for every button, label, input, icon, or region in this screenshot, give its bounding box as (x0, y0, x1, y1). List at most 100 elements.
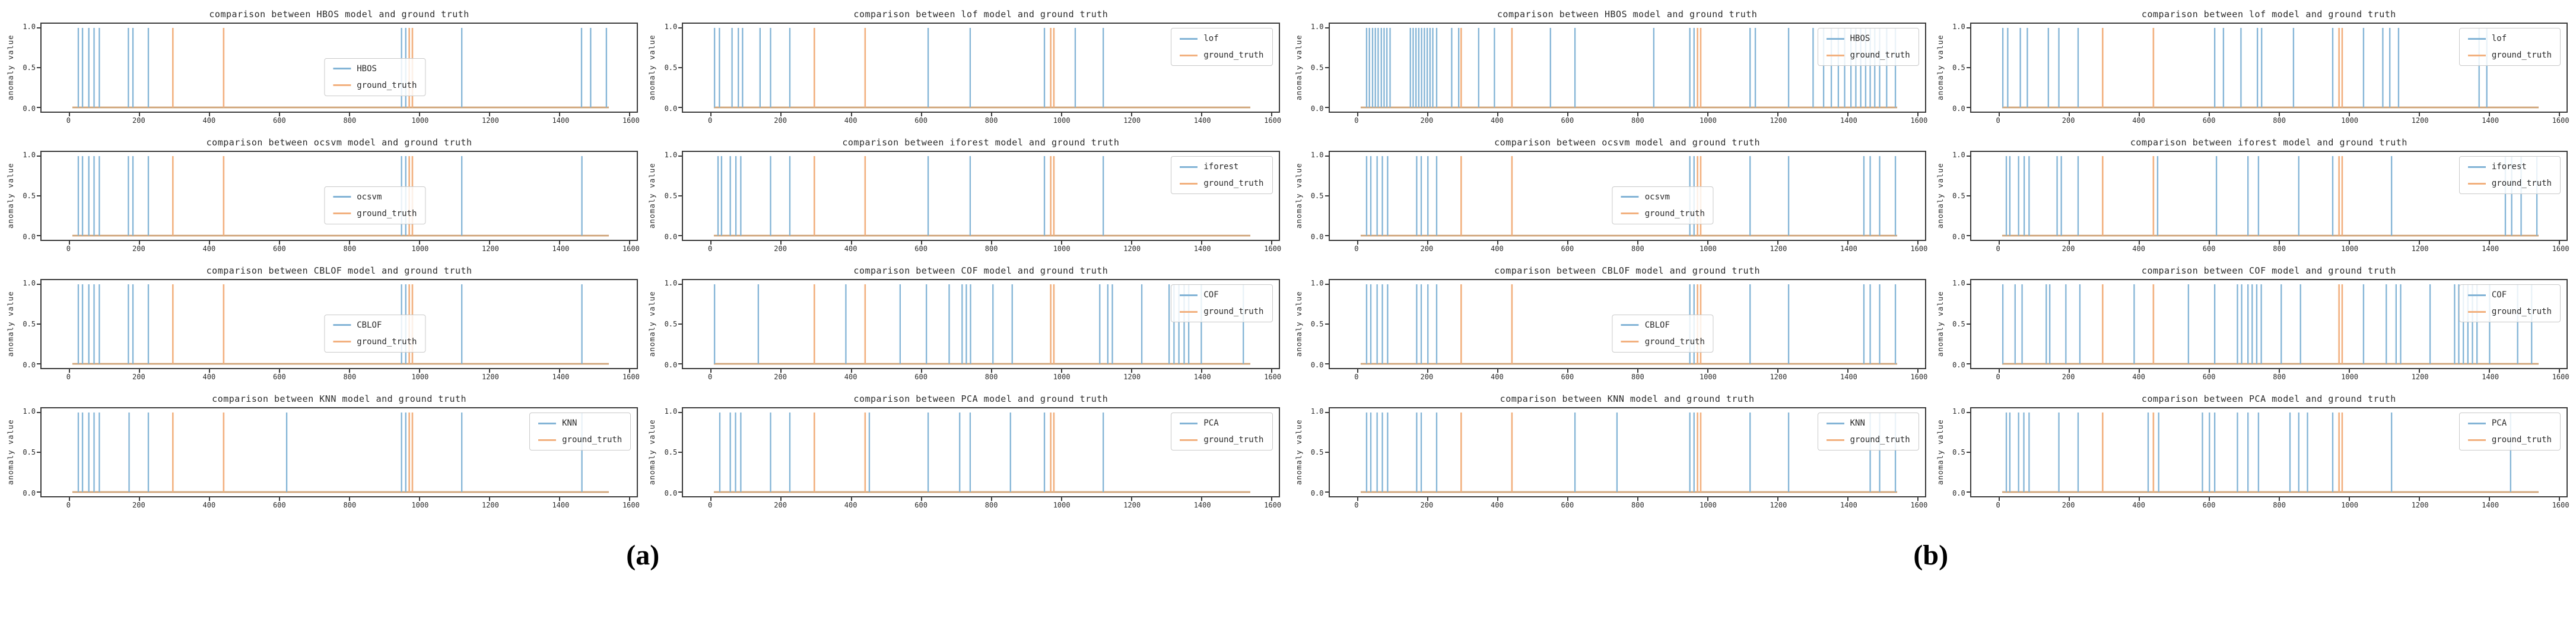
spike-canvas (714, 284, 1251, 365)
x-tick-label: 1400 (1840, 373, 1857, 381)
x-tick-mark (2279, 369, 2280, 373)
x-tick-label: 800 (343, 501, 357, 509)
x-tick-mark (1847, 241, 1848, 245)
x-tick-mark (1847, 113, 1848, 116)
subplot-title: comparison between CBLOF model and groun… (1494, 265, 1761, 276)
legend-swatch-model (1180, 166, 1198, 168)
y-tick-label: 0.5 (1952, 192, 1965, 200)
x-tick-label: 1400 (1193, 116, 1211, 125)
legend-item: ground_truth (1621, 337, 1705, 347)
legend-item: ground_truth (333, 337, 417, 347)
x-tick-mark (2349, 497, 2351, 501)
y-tick-mark (37, 234, 40, 236)
x-tick-label: 200 (2062, 373, 2075, 381)
y-tick-mark (1966, 27, 1970, 29)
x-tick-mark (2419, 241, 2421, 245)
legend-swatch-model (1826, 37, 1844, 40)
x-tick-mark (1707, 241, 1708, 245)
y-tick-mark (37, 195, 40, 196)
y-tick-label: 0.5 (1310, 448, 1324, 456)
x-tick-mark (1270, 241, 1272, 245)
x-tick-labels: 0 200 400 600 800 1000 1200 1400 1600 (1329, 369, 1927, 383)
y-tick-mark (1324, 106, 1329, 108)
y-tick-mark (678, 106, 682, 108)
x-tick-label: 0 (66, 501, 71, 509)
x-tick-label: 1400 (1193, 245, 1211, 253)
legend-label-model: CBLOF (357, 320, 382, 330)
legend-item: ocsvm (1621, 192, 1705, 202)
y-tick-labels: 1.0 0.5 0.0 (18, 151, 40, 241)
x-tick-label: 400 (2132, 373, 2145, 381)
x-tick-label: 800 (2273, 501, 2286, 509)
subplot-a-lof: comparison between lof model and ground … (647, 7, 1281, 127)
legend-item: PCA (2467, 418, 2552, 428)
legend-swatch-ground-truth (333, 84, 351, 87)
x-tick-mark (1427, 241, 1428, 245)
subplot-a-iforest: comparison between iforest model and gro… (647, 135, 1281, 255)
x-tick-mark (69, 369, 71, 373)
legend: CBLOF ground_truth (324, 314, 426, 353)
x-tick-mark (1270, 369, 1272, 373)
x-tick-label: 1000 (2341, 116, 2359, 125)
legend-label-model: PCA (2491, 418, 2507, 428)
x-tick-label: 1600 (1264, 373, 1282, 381)
x-tick-mark (2489, 497, 2491, 501)
x-tick-label: 200 (774, 116, 787, 125)
x-tick-label: 600 (1561, 245, 1574, 253)
y-tick-mark (37, 323, 40, 325)
y-tick-mark (1966, 234, 1970, 236)
legend-item: ground_truth (2467, 435, 2552, 445)
y-tick-label: 0.5 (23, 448, 36, 456)
x-tick-mark (1060, 369, 1062, 373)
y-tick-label: 0.5 (23, 64, 36, 72)
x-tick-mark (2489, 369, 2491, 373)
x-tick-mark (1637, 113, 1638, 116)
x-tick-mark (710, 369, 712, 373)
x-tick-label: 600 (914, 116, 928, 125)
x-tick-label: 200 (132, 245, 145, 253)
legend-item: ocsvm (333, 192, 417, 202)
legend-swatch-model (1180, 294, 1198, 296)
x-tick-mark (629, 369, 631, 373)
y-tick-mark (1324, 323, 1329, 325)
x-tick-label: 400 (202, 116, 216, 125)
x-tick-label: 1200 (481, 373, 499, 381)
y-axis-label: anomaly value (1294, 163, 1303, 229)
x-tick-label: 800 (1631, 245, 1644, 253)
x-tick-mark (2068, 241, 2070, 245)
x-tick-mark (2349, 241, 2351, 245)
x-tick-label: 1000 (1699, 501, 1717, 509)
x-tick-label: 200 (2062, 116, 2075, 125)
y-tick-mark (678, 452, 682, 453)
subplot-title: comparison between lof model and ground … (2141, 9, 2396, 20)
x-tick-label: 0 (1354, 116, 1359, 125)
x-tick-label: 1000 (411, 373, 429, 381)
x-tick-mark (349, 369, 351, 373)
legend-label-model: iforest (1203, 162, 1239, 172)
legend-item: ground_truth (1180, 50, 1264, 60)
plot-area: iforest ground_truth (678, 151, 1280, 245)
legend-item: ground_truth (2467, 50, 2552, 60)
x-tick-mark (2419, 497, 2421, 501)
legend-item: ground_truth (333, 81, 417, 90)
legend-item: ground_truth (2467, 307, 2552, 316)
legend-swatch-ground-truth (1621, 212, 1639, 215)
x-tick-label: 200 (1420, 116, 1434, 125)
y-tick-label: 0.5 (664, 448, 678, 456)
legend-item: ground_truth (538, 435, 622, 445)
legend-swatch-ground-truth (2467, 182, 2486, 185)
x-tick-mark (2559, 497, 2561, 501)
subplot-title: comparison between iforest model and gro… (2130, 137, 2407, 148)
plot-area: HBOS ground_truth (1324, 23, 1926, 116)
x-tick-label: 0 (1996, 116, 2000, 125)
x-tick-mark (2068, 497, 2070, 501)
y-tick-mark (37, 106, 40, 108)
x-tick-mark (2279, 113, 2280, 116)
plot-area: HBOS ground_truth (37, 23, 639, 116)
legend-label-ground-truth: ground_truth (1644, 337, 1705, 347)
x-tick-label: 1600 (2552, 116, 2569, 125)
legend-label-model: KNN (562, 418, 577, 428)
legend-swatch-model (333, 196, 351, 198)
x-tick-mark (1060, 113, 1062, 116)
x-tick-mark (780, 113, 782, 116)
